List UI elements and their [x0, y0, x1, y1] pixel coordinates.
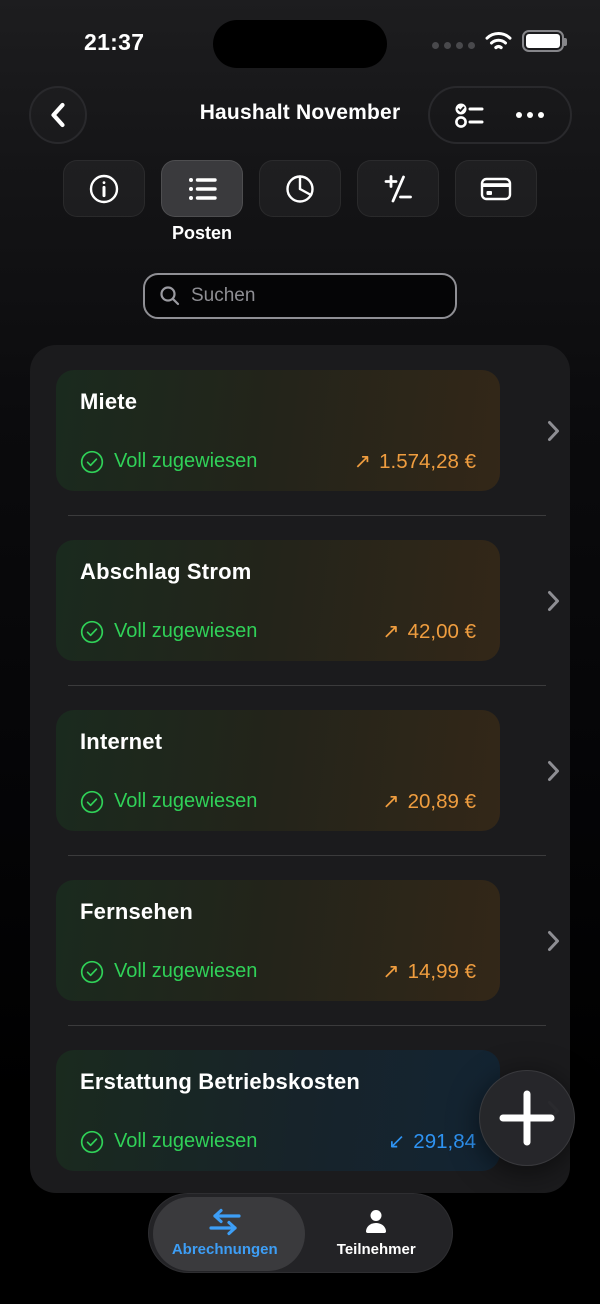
amount-value: 42,00 €	[407, 620, 476, 643]
posten-amount: ↗ 42,00 €	[382, 619, 476, 644]
tab-saldo[interactable]	[357, 160, 439, 217]
posten-card[interactable]: Internet Voll zugewiesen ↗ 20,89 €	[56, 710, 500, 831]
tab-zahlungen[interactable]	[455, 160, 537, 217]
plus-icon	[499, 1090, 555, 1146]
amount-value: 1.574,28 €	[379, 450, 476, 473]
check-circle-icon	[80, 790, 104, 813]
nav-label: Abrechnungen	[171, 1241, 278, 1258]
posten-card[interactable]: Abschlag Strom Voll zugewiesen ↗ 42,00 €	[56, 540, 500, 661]
page-title: Haushalt November	[199, 101, 401, 124]
posten-status: Voll zugewiesen	[80, 960, 257, 984]
posten-row[interactable]: Miete Voll zugewiesen ↗ 1.574,28 €	[30, 346, 570, 515]
amount-direction-arrow-icon: ↗	[382, 790, 400, 813]
posten-amount: ↙ 291,84	[388, 1129, 476, 1154]
posten-row[interactable]: Erstattung Betriebskosten Voll zugewiese…	[30, 1026, 570, 1193]
bottom-nav: Abrechnungen Teilnehmer	[148, 1193, 453, 1273]
posten-status-label: Voll zugewiesen	[114, 450, 258, 472]
amount-direction-arrow-icon: ↗	[382, 960, 400, 983]
nav-item-teilnehmer[interactable]: Teilnehmer	[301, 1194, 453, 1272]
posten-status-label: Voll zugewiesen	[114, 620, 258, 642]
search-icon	[160, 286, 180, 306]
posten-title: Fernsehen	[80, 899, 194, 924]
posten-amount: ↗ 20,89 €	[382, 789, 476, 814]
amount-value: 20,89 €	[407, 790, 476, 813]
posten-row[interactable]: Internet Voll zugewiesen ↗ 20,89 €	[30, 686, 570, 855]
amount-direction-arrow-icon: ↗	[353, 450, 372, 473]
ellipsis-icon	[516, 112, 544, 118]
amount-direction-arrow-icon: ↙	[388, 1130, 406, 1153]
plus-minus-icon	[384, 174, 412, 202]
check-circle-icon	[80, 1130, 104, 1153]
posten-title: Erstattung Betriebskosten	[80, 1069, 361, 1094]
search-input[interactable]: Suchen	[143, 273, 457, 319]
nav-item-abrechnungen[interactable]: Abrechnungen	[149, 1194, 301, 1272]
wifi-icon	[485, 31, 512, 49]
chevron-right-icon	[548, 930, 559, 951]
chevron-right-icon	[548, 760, 559, 781]
more-button[interactable]	[508, 93, 552, 137]
info-circle-icon	[89, 174, 119, 203]
pie-chart-icon	[286, 174, 314, 203]
swap-arrows-icon	[209, 1208, 241, 1236]
search-placeholder: Suchen	[191, 285, 256, 306]
chevron-left-icon	[51, 102, 65, 128]
posten-amount: ↗ 1.574,28 €	[354, 449, 476, 474]
credit-card-icon	[480, 177, 512, 200]
check-circle-icon	[80, 620, 104, 643]
check-circle-icon	[80, 960, 104, 983]
list-divider	[68, 515, 546, 516]
list-divider	[68, 685, 546, 686]
checklist-button[interactable]	[448, 93, 492, 137]
posten-title: Miete	[80, 389, 138, 414]
list-divider	[68, 855, 546, 856]
status-icons	[432, 30, 567, 52]
posten-status-label: Voll zugewiesen	[114, 1130, 258, 1152]
posten-status: Voll zugewiesen	[80, 620, 257, 644]
posten-status: Voll zugewiesen	[80, 790, 257, 814]
posten-title: Internet	[80, 729, 163, 754]
posten-row[interactable]: Abschlag Strom Voll zugewiesen ↗ 42,00 €	[30, 516, 570, 685]
check-circle-icon	[80, 450, 104, 473]
tab-posten[interactable]	[161, 160, 243, 217]
posten-card[interactable]: Erstattung Betriebskosten Voll zugewiese…	[56, 1050, 500, 1171]
chevron-right-icon	[548, 420, 559, 441]
tab-statistik[interactable]	[259, 160, 341, 217]
posten-list: Miete Voll zugewiesen ↗ 1.574,28 €	[30, 345, 570, 1193]
amount-direction-arrow-icon: ↗	[382, 620, 400, 643]
back-button[interactable]	[29, 86, 87, 144]
posten-row[interactable]: Fernsehen Voll zugewiesen ↗ 14,99 €	[30, 856, 570, 1025]
battery-full-icon	[522, 30, 567, 52]
amount-value: 291,84	[413, 1130, 476, 1153]
posten-status-label: Voll zugewiesen	[114, 960, 258, 982]
posten-title: Abschlag Strom	[80, 559, 252, 584]
tab-info[interactable]	[63, 160, 145, 217]
person-icon	[366, 1210, 387, 1233]
amount-value: 14,99 €	[407, 960, 476, 983]
list-bullet-icon	[189, 177, 217, 200]
section-tab-bar	[0, 160, 600, 217]
posten-card[interactable]: Fernsehen Voll zugewiesen ↗ 14,99 €	[56, 880, 500, 1001]
posten-amount: ↗ 14,99 €	[382, 959, 476, 984]
posten-status: Voll zugewiesen	[80, 450, 257, 474]
posten-status: Voll zugewiesen	[80, 1130, 257, 1154]
checklist-icon	[455, 103, 484, 128]
add-posten-button[interactable]	[479, 1070, 575, 1166]
nav-label: Teilnehmer	[336, 1241, 416, 1258]
active-tab-label: Posten	[171, 223, 232, 243]
posten-card[interactable]: Miete Voll zugewiesen ↗ 1.574,28 €	[56, 370, 500, 491]
dynamic-island	[213, 20, 387, 68]
header-actions	[428, 86, 572, 144]
chevron-right-icon	[548, 590, 559, 611]
cellular-dots-icon	[432, 41, 475, 49]
status-time: 21:37	[84, 29, 145, 55]
posten-status-label: Voll zugewiesen	[114, 790, 258, 812]
list-divider	[68, 1025, 546, 1026]
